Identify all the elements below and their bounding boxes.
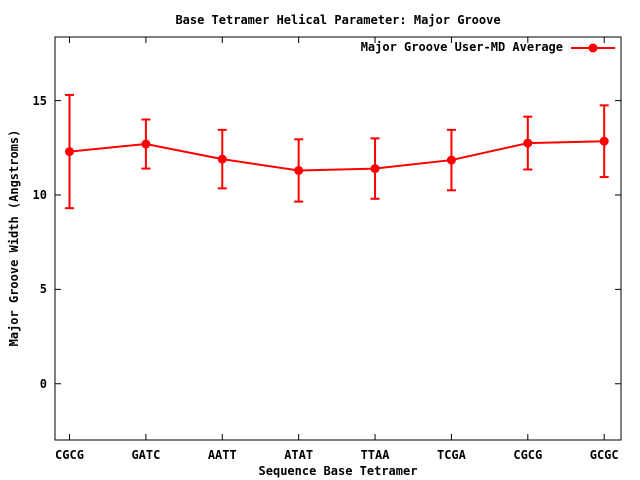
x-tick-label: TCGA — [436, 448, 466, 462]
data-point — [141, 139, 151, 149]
y-tick-label: 10 — [32, 187, 47, 202]
y-tick-label: 15 — [32, 93, 47, 108]
data-point — [599, 136, 609, 146]
data-point — [65, 147, 75, 157]
y-axis-label: Major Groove Width (Angstroms) — [7, 129, 21, 347]
data-point — [217, 154, 227, 164]
chart-title: Base Tetramer Helical Parameter: Major G… — [175, 13, 501, 27]
plot-border — [54, 36, 622, 441]
series-line — [69, 140, 605, 172]
legend-label: Major Groove User-MD Average — [360, 40, 563, 54]
x-axis-label: Sequence Base Tetramer — [258, 464, 418, 478]
x-tick-label: CGCG — [513, 448, 543, 462]
y-tick-label: 0 — [39, 376, 47, 391]
x-tick-label: CGCG — [55, 448, 84, 462]
y-tick-label: 5 — [39, 282, 47, 297]
data-point — [523, 138, 533, 148]
data-point — [370, 164, 380, 174]
x-tick-label: GATC — [131, 448, 161, 462]
data-point — [446, 155, 456, 165]
x-tick-label: GCGC — [589, 448, 619, 462]
data-point — [294, 165, 304, 175]
legend: Major Groove User-MD Average — [361, 41, 615, 54]
x-tick-label: AATT — [207, 448, 237, 462]
x-tick-label: TTAA — [360, 448, 390, 462]
legend-marker-icon — [571, 43, 615, 52]
x-tick-label: ATAT — [284, 448, 314, 462]
